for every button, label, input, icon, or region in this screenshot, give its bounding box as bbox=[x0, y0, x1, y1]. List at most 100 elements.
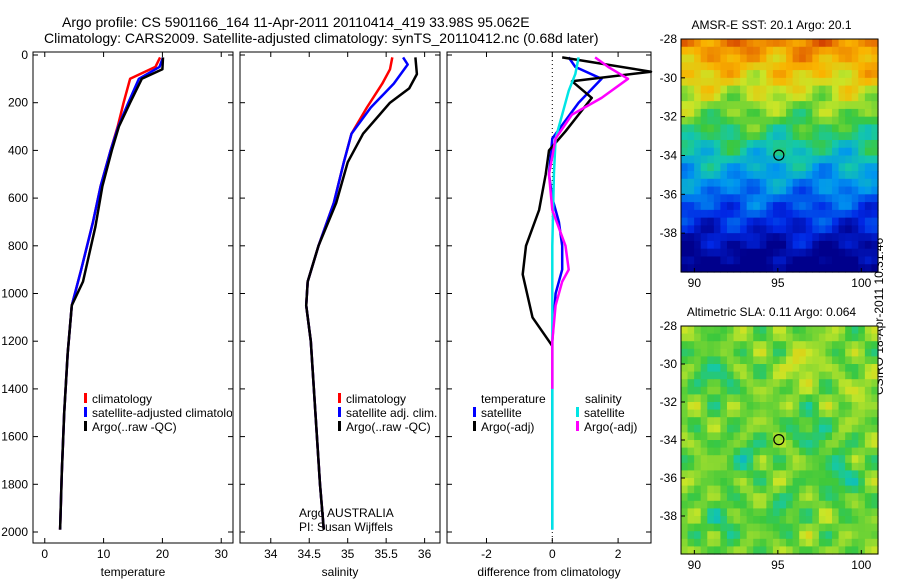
sst-cell bbox=[805, 233, 813, 242]
sst-cell bbox=[713, 147, 721, 157]
sla-cell bbox=[700, 516, 708, 525]
sst-cell bbox=[733, 248, 741, 258]
sst-cell bbox=[720, 155, 728, 164]
sla-cell bbox=[832, 356, 840, 365]
sla-cell bbox=[707, 402, 715, 411]
sla-cell bbox=[799, 409, 807, 418]
sla-cell bbox=[700, 462, 708, 471]
sla-cell bbox=[772, 500, 781, 509]
sla-cell bbox=[746, 447, 754, 456]
sst-cell bbox=[720, 217, 728, 226]
sla-cell bbox=[733, 500, 741, 509]
sla-cell bbox=[772, 516, 781, 525]
sla-cell bbox=[851, 478, 859, 487]
sla-cell bbox=[772, 333, 781, 342]
sla-cell bbox=[713, 379, 721, 388]
sst-cell bbox=[766, 163, 774, 172]
sst-cell bbox=[792, 209, 800, 219]
sla-cell bbox=[720, 440, 728, 449]
sst-cell bbox=[713, 256, 721, 265]
sst-cell bbox=[713, 85, 721, 94]
sla-cell bbox=[818, 516, 827, 525]
sst-cell bbox=[746, 240, 754, 250]
sla-cell bbox=[694, 364, 702, 373]
sst-cell bbox=[733, 256, 741, 265]
sla-cell bbox=[799, 326, 807, 335]
sst-cell bbox=[864, 186, 873, 195]
sla-cell bbox=[864, 462, 873, 471]
sla-cell bbox=[818, 455, 827, 464]
sla-cell bbox=[707, 333, 715, 342]
sla-cell bbox=[707, 531, 715, 540]
sst-cell bbox=[786, 178, 794, 188]
sla-cell bbox=[726, 341, 735, 350]
sla-cell bbox=[720, 326, 728, 335]
sst-cell bbox=[726, 202, 735, 211]
sst-cell bbox=[818, 209, 827, 219]
sla-cell bbox=[812, 432, 820, 441]
salinity-series-argo-raw-qc- bbox=[304, 57, 419, 530]
sla-cell bbox=[805, 348, 813, 357]
sst-cell bbox=[805, 62, 813, 71]
sla-cell bbox=[864, 470, 873, 479]
sla-cell bbox=[832, 485, 840, 494]
sla-cell bbox=[838, 440, 846, 449]
sst-cell bbox=[713, 171, 721, 180]
sst-cell bbox=[799, 132, 807, 141]
sst-cell bbox=[766, 77, 774, 87]
sst-cell bbox=[759, 171, 767, 180]
sla-cell bbox=[871, 386, 879, 395]
sst-cell bbox=[700, 194, 708, 203]
sla-cell bbox=[864, 478, 873, 487]
sla-cell bbox=[825, 546, 833, 555]
sla-cell bbox=[792, 485, 800, 494]
sst-cell bbox=[733, 132, 741, 141]
sst-cell bbox=[838, 77, 846, 87]
sla-cell bbox=[779, 523, 787, 532]
sst-cell bbox=[845, 155, 853, 164]
sst-cell bbox=[786, 101, 794, 110]
sst-cell bbox=[864, 178, 873, 188]
sst-cell bbox=[713, 77, 721, 87]
sst-cell bbox=[687, 116, 695, 126]
sla-cell bbox=[713, 531, 721, 540]
sla-cell bbox=[805, 478, 813, 487]
sla-cell bbox=[792, 379, 800, 388]
sla-cell bbox=[825, 538, 833, 547]
sst-cell bbox=[845, 209, 853, 219]
sla-cell bbox=[825, 500, 833, 509]
sst-cell bbox=[805, 194, 813, 203]
sla-cell bbox=[805, 523, 813, 532]
sst-cell bbox=[694, 101, 702, 110]
sst-cell bbox=[818, 39, 827, 48]
sst-cell bbox=[858, 54, 866, 63]
sla-cell bbox=[713, 523, 721, 532]
sst-cell bbox=[786, 248, 794, 258]
sst-cell bbox=[858, 194, 866, 203]
sla-cell bbox=[700, 432, 708, 441]
sst-cell bbox=[812, 101, 820, 110]
sla-cell bbox=[786, 538, 794, 547]
sla-cell bbox=[838, 409, 846, 418]
sst-cell bbox=[845, 202, 853, 211]
sst-ytick-label: -30 bbox=[660, 71, 678, 85]
sla-cell bbox=[759, 356, 767, 365]
sst-cell bbox=[707, 108, 715, 118]
sst-cell bbox=[753, 132, 761, 141]
sst-cell bbox=[799, 248, 807, 258]
sst-cell bbox=[772, 256, 781, 265]
sst-cell bbox=[792, 264, 800, 273]
sla-cell bbox=[772, 394, 781, 403]
sla-cell bbox=[687, 538, 695, 547]
sst-cell bbox=[720, 248, 728, 258]
sst-cell bbox=[713, 248, 721, 258]
sla-cell bbox=[864, 485, 873, 494]
sst-cell bbox=[726, 155, 735, 164]
sst-cell bbox=[726, 124, 735, 133]
sla-cell bbox=[799, 371, 807, 380]
sst-cell bbox=[740, 163, 748, 172]
sla-cell bbox=[720, 546, 728, 555]
sla-cell bbox=[700, 348, 708, 357]
sst-cell bbox=[772, 101, 781, 110]
sla-cell bbox=[851, 424, 859, 433]
